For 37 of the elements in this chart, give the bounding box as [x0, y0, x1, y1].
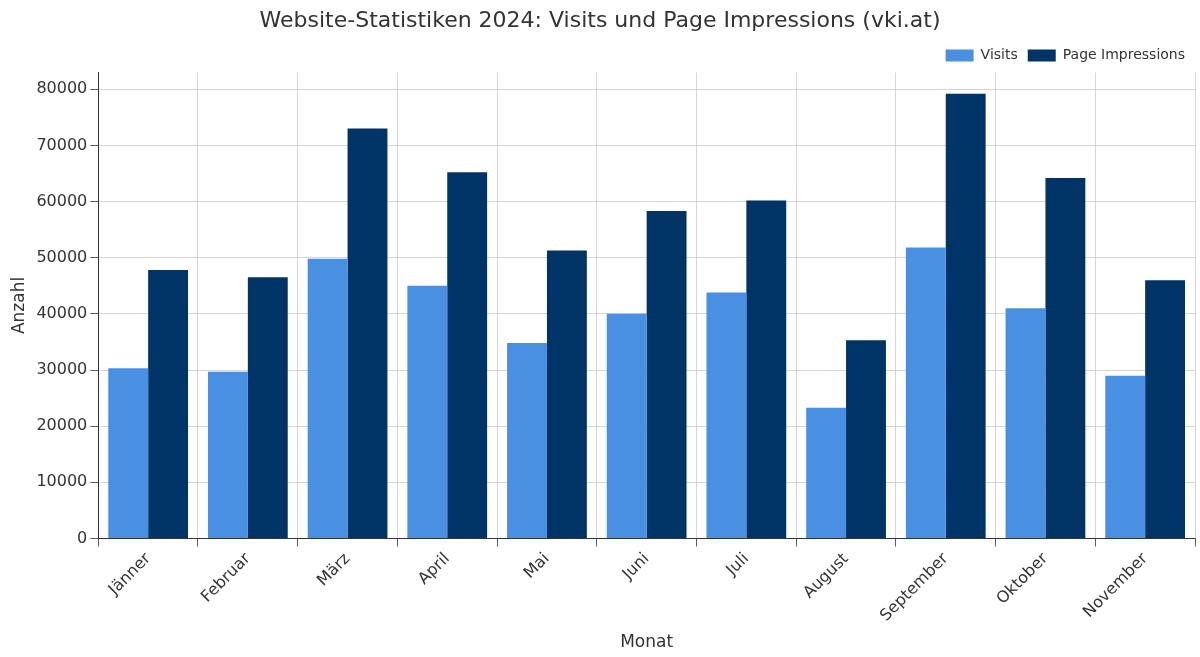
bar — [1145, 280, 1186, 539]
y-tick-label: 50000 — [36, 246, 88, 266]
legend-label: Page Impressions — [1062, 46, 1186, 63]
bar — [706, 292, 747, 539]
y-tick-label: 60000 — [36, 190, 88, 210]
bar — [606, 313, 647, 539]
bar — [945, 93, 986, 539]
bar — [207, 371, 248, 539]
chart-title: Website-Statistiken 2024: Visits und Page Impressions (vki.at) — [259, 6, 941, 32]
y-tick-label: 70000 — [36, 134, 88, 154]
bar — [407, 285, 448, 539]
bar — [806, 407, 847, 539]
bar — [905, 247, 946, 539]
bar — [546, 250, 587, 539]
y-tick-label: 30000 — [36, 359, 88, 379]
y-tick-label: 20000 — [36, 415, 88, 435]
legend-label: Visits — [980, 46, 1018, 63]
bar — [1045, 177, 1086, 539]
y-tick-label: 40000 — [36, 303, 88, 323]
y-tick-label: 80000 — [36, 78, 88, 98]
y-tick-label: 10000 — [36, 471, 88, 491]
bar — [447, 172, 488, 539]
bar — [247, 277, 288, 539]
bar — [646, 211, 687, 539]
y-tick-label: 0 — [77, 527, 88, 547]
bar — [108, 368, 149, 539]
bar — [148, 270, 189, 539]
bar — [746, 200, 787, 539]
y-axis-title: Anzahl — [7, 276, 28, 335]
bar — [347, 128, 388, 539]
bar — [507, 343, 547, 539]
x-axis-title: Monat — [620, 631, 674, 652]
bar — [307, 258, 348, 539]
bar — [1005, 308, 1046, 539]
bar — [1105, 375, 1146, 539]
x-tick-label: Mai — [519, 548, 553, 582]
bar — [846, 340, 886, 539]
